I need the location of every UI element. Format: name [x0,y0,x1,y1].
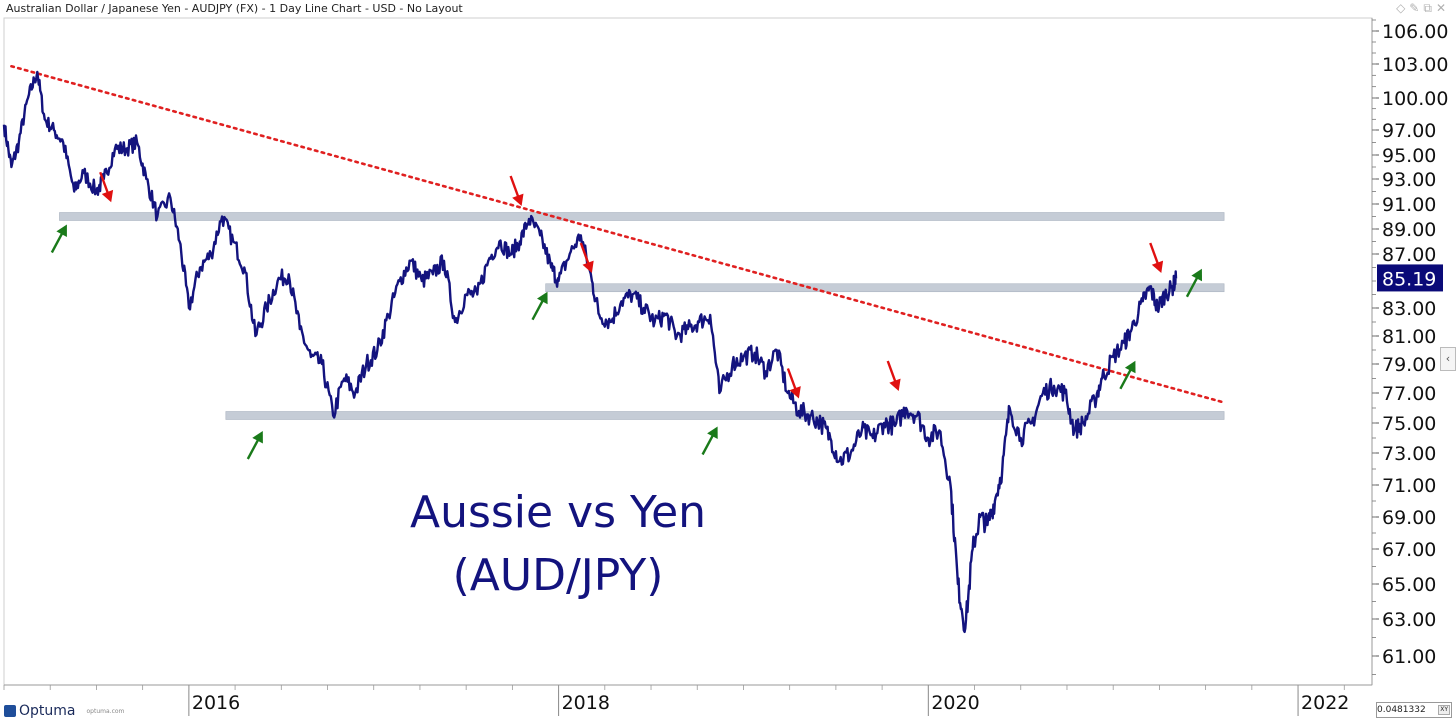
y-tick-label-10: 83.00 [1382,298,1436,320]
y-tick-label-13: 77.00 [1382,383,1436,405]
green-up-arrow-4-shaft [701,432,715,456]
y-tick-label-3: 100.00 [1382,88,1448,110]
audjpy-price-line [2,70,1178,634]
green-up-arrow-2-head [252,431,263,444]
y-tick-label-19: 65.00 [1382,574,1436,596]
close-icon[interactable]: ✕ [1435,1,1450,15]
red-down-arrow-4 [786,368,801,399]
arrows-group [50,171,1202,460]
dotted-trendline [10,64,1224,404]
green-up-arrow-5-shaft [1119,367,1133,390]
pin-icon[interactable]: ✎ [1409,1,1424,15]
chart-title: Aussie vs Yen [410,487,706,538]
y-tick-label-17: 69.00 [1382,507,1436,529]
y-tick-label-14: 75.00 [1382,413,1436,435]
red-down-arrow-5-head [889,378,901,391]
green-up-arrow-6-shaft [1185,275,1200,298]
zone-band-2 [545,283,1225,293]
x-tick-label-1: 2016 [192,692,240,714]
y-tick-label-21: 61.00 [1382,646,1436,668]
xy-toggle-button[interactable]: XY [1438,705,1450,715]
red-down-arrow-3 [579,242,594,273]
y-tick-label-6: 93.00 [1382,169,1436,191]
green-up-arrow-5 [1119,360,1136,390]
red-down-arrow-6-shaft [1149,242,1160,266]
logo-text: Optuma [19,703,76,719]
y-tick-label-15: 73.00 [1382,443,1436,465]
green-up-arrow-1-head [56,224,67,237]
y-tick-label-8: 89.00 [1382,219,1436,241]
green-up-arrow-6 [1185,268,1202,298]
y-tick-label-5: 95.00 [1382,145,1436,167]
red-down-arrow-1-head [101,189,114,203]
plot-border [3,17,1373,686]
y-tick-label-16: 71.00 [1382,475,1436,497]
x-tick-label-3: 2020 [931,692,979,714]
chart-header-title: Australian Dollar / Japanese Yen - AUDJP… [6,2,463,15]
green-up-arrow-2-shaft [246,437,261,460]
red-down-arrow-1-shaft [99,171,110,196]
diamond-icon[interactable]: ◇ [1396,1,1410,15]
red-down-arrow-2-shaft [509,175,520,199]
chart-subtitle: (AUD/JPY) [453,550,664,601]
scale-value: 0.0481332 [1377,705,1426,715]
red-down-arrow-6-head [1151,260,1164,273]
red-down-arrow-3-head [582,260,594,273]
window-controls: ◇✎⧉✕ [1396,1,1450,16]
x-axis-ticks: 2016 2018 2020 2022 [3,685,1349,716]
last-price-group: 85.19 [1377,264,1443,292]
green-up-arrow-6-head [1191,268,1202,282]
collapse-panel-button[interactable]: ‹ [1440,347,1456,371]
red-down-arrow-5-shaft [886,360,898,384]
trendline-group [10,64,1224,404]
y-tick-label-4: 97.00 [1382,120,1436,142]
last-price-label: 85.19 [1382,268,1436,290]
green-up-arrow-2 [246,431,263,460]
green-up-arrow-1 [50,224,67,254]
green-up-arrow-1-shaft [50,230,65,254]
green-up-arrow-3-shaft [531,298,545,321]
green-up-arrow-3-head [537,291,548,305]
x-tick-label-2: 2018 [562,692,610,714]
y-tick-label-11: 81.00 [1382,326,1436,348]
optuma-logo-mark [4,705,16,717]
red-down-arrow-3-shaft [579,242,591,266]
scale-readout[interactable]: 0.0481332 XY [1376,702,1452,718]
y-tick-label-20: 63.00 [1382,609,1436,631]
y-tick-label-2: 103.00 [1382,54,1448,76]
support-resistance-zones [59,212,1225,420]
red-down-arrow-5 [886,360,901,391]
y-tick-label-7: 91.00 [1382,194,1436,216]
red-down-arrow-2-head [512,193,524,206]
series-group [2,70,1178,634]
x-tick-label-4: 2022 [1301,692,1349,714]
green-up-arrow-4 [701,426,718,456]
zone-band-1 [59,212,1225,221]
green-up-arrow-3 [531,291,548,321]
red-down-arrow-6 [1149,242,1164,273]
y-tick-label-12: 79.00 [1382,354,1436,376]
y-tick-label-18: 67.00 [1382,539,1436,561]
optuma-logo: Optuma optuma.com [4,703,124,719]
green-up-arrow-5-head [1124,360,1136,374]
green-up-arrow-4-head [707,426,718,439]
red-down-arrow-4-head [789,386,801,399]
red-down-arrow-2 [509,175,524,206]
zone-band-3 [225,411,1225,420]
y-tick-label-1: 106.00 [1382,21,1448,43]
red-down-arrow-1 [99,171,114,203]
red-down-arrow-4-shaft [786,368,798,392]
restore-icon[interactable]: ⧉ [1423,1,1436,15]
logo-subtext: optuma.com [86,707,125,715]
y-tick-label-9: 87.00 [1382,244,1436,266]
last-price-box [1377,264,1443,292]
